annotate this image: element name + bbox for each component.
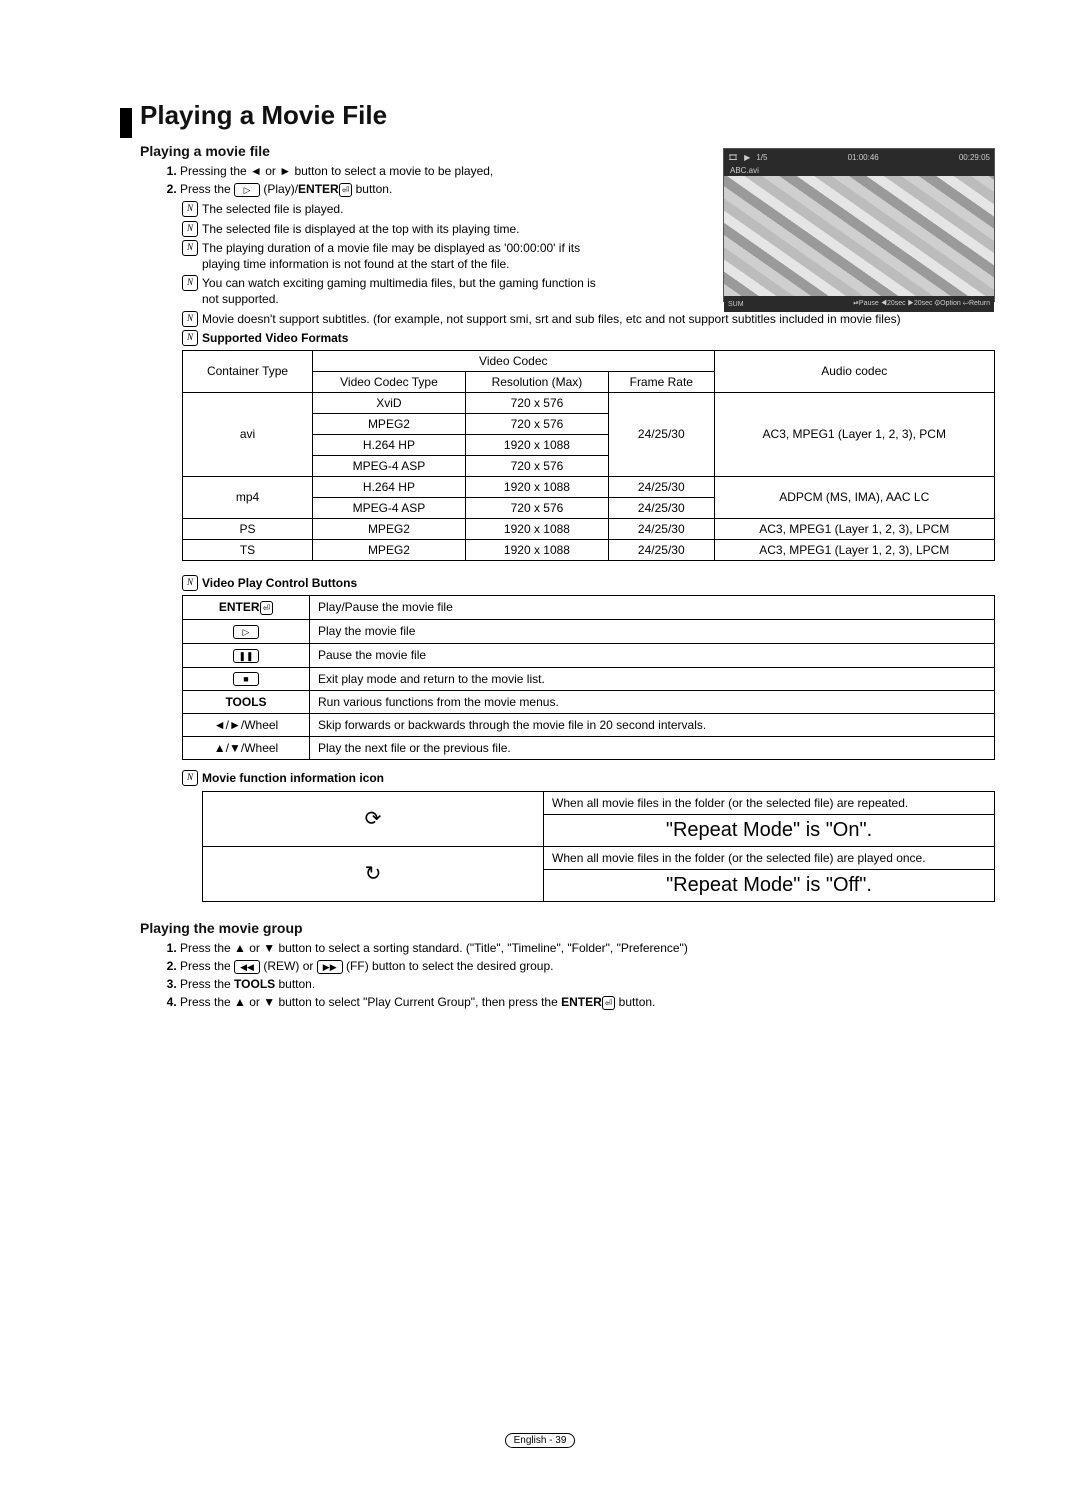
table-row: ❚❚Pause the movie file [183,643,995,667]
stop-icon: ■ [233,672,259,686]
th-frame-rate: Frame Rate [609,371,714,392]
counter: 1/5 [756,153,767,162]
note-icons-label: NMovie function information icon [182,770,995,786]
note: NMovie doesn't support subtitles. (for e… [182,311,995,327]
note-icon: N [182,275,198,291]
table-row: ⟳ When all movie files in the folder (or… [203,791,995,814]
note-icon: N [182,770,198,786]
play-indicator: ▶ [744,153,750,162]
table-row: ▷Play the movie file [183,619,995,643]
movie-icon: 🎞 [728,153,738,162]
th-resolution: Resolution (Max) [465,371,608,392]
table-row: mp4 H.264 HP 1920 x 1088 24/25/30 ADPCM … [183,476,995,497]
icons-table: ⟳ When all movie files in the folder (or… [202,791,995,902]
play-step: Pressing the ◄ or ► button to select a m… [180,163,610,179]
note-icon: N [182,311,198,327]
thumbnail-topbar: 🎞 ▶ 1/5 01:00:46 00:29:05 [724,149,994,165]
lr-wheel-label: ◄/►/Wheel [183,714,310,737]
group-step: Press the ◀◀ (REW) or ▶▶ (FF) button to … [180,958,995,974]
note-icon: N [182,221,198,237]
table-row: ◄/►/WheelSkip forwards or backwards thro… [183,714,995,737]
note-icon: N [182,240,198,256]
th-video-codec: Video Codec [313,350,714,371]
icons-label-wrap: NMovie function information icon [182,770,995,786]
play-steps-list: Pressing the ◄ or ► button to select a m… [140,163,610,197]
table-header-row: Container Type Video Codec Audio codec [183,350,995,371]
video-preview [724,176,994,296]
tools-label: TOOLS [183,691,310,714]
controls-table: ENTER⏎Play/Pause the movie file ▷Play th… [182,595,995,760]
time-total: 00:29:05 [959,153,990,162]
table-row: avi XviD 720 x 576 24/25/30 AC3, MPEG1 (… [183,392,995,413]
repeat-on-icon: ⟳ [203,791,544,846]
th-container: Container Type [183,350,313,392]
page-number: English - 39 [505,1433,576,1448]
play-notes: NThe selected file is played. NThe selec… [182,201,612,307]
note: NThe playing duration of a movie file ma… [182,240,612,272]
ud-wheel-label: ▲/▼/Wheel [183,737,310,760]
table-row: TOOLSRun various functions from the movi… [183,691,995,714]
note-formats-label: NSupported Video Formats [182,330,995,346]
play-icon: ▷ [234,183,260,197]
group-step: Press the TOOLS button. [180,976,995,992]
note: NThe selected file is displayed at the t… [182,221,612,237]
th-codec-type: Video Codec Type [313,371,466,392]
page-footer: English - 39 [0,1433,1080,1448]
section-heading-group: Playing the movie group [120,920,995,936]
ff-icon: ▶▶ [317,960,343,974]
table-row: ■Exit play mode and return to the movie … [183,667,995,691]
enter-icon: ⏎ [260,601,274,615]
table-row: ENTER⏎Play/Pause the movie file [183,596,995,620]
note-controls-label: NVideo Play Control Buttons [182,575,995,591]
repeat-off-icon: ↻ [203,846,544,901]
note: NThe selected file is played. [182,201,612,217]
pause-icon: ❚❚ [233,649,259,663]
movie-player-thumbnail: 🎞 ▶ 1/5 01:00:46 00:29:05 ABC.avi SUM ⏯P… [723,148,995,302]
controls-label-wrap: NVideo Play Control Buttons [182,575,995,591]
group-steps-list: Press the ▲ or ▼ button to select a sort… [140,940,995,1011]
filename-bar: ABC.avi [724,165,994,176]
time-elapsed: 01:00:46 [848,153,879,162]
table-row: ▲/▼/WheelPlay the next file or the previ… [183,737,995,760]
note-icon: N [182,575,198,591]
note-icon: N [182,201,198,217]
note-icon: N [182,330,198,346]
video-formats-table: Container Type Video Codec Audio codec V… [182,350,995,561]
table-row: TSMPEG21920 x 108824/25/30AC3, MPEG1 (La… [183,539,995,560]
sum-label: SUM [728,301,744,308]
enter-icon: ⏎ [339,183,353,197]
enter-icon: ⏎ [602,996,616,1010]
play-icon: ▷ [233,625,259,639]
manual-page: Playing a Movie File 🎞 ▶ 1/5 01:00:46 00… [0,0,1080,1488]
note: NYou can watch exciting gaming multimedi… [182,275,612,307]
page-title: Playing a Movie File [120,100,995,131]
group-step: Press the ▲ or ▼ button to select a sort… [180,940,995,956]
play-notes-wide: NMovie doesn't support subtitles. (for e… [182,311,995,346]
th-audio: Audio codec [714,350,994,392]
heading-accent [120,108,132,138]
rew-icon: ◀◀ [234,960,260,974]
group-step: Press the ▲ or ▼ button to select "Play … [180,994,995,1010]
table-row: PSMPEG21920 x 108824/25/30AC3, MPEG1 (La… [183,518,995,539]
controls-hint: ⏯Pause ◀20sec ▶20sec ⚙Option ↩Return [853,300,990,308]
play-step: Press the ▷ (Play)/ENTER⏎ button. [180,181,610,197]
table-row: ↻ When all movie files in the folder (or… [203,846,995,869]
